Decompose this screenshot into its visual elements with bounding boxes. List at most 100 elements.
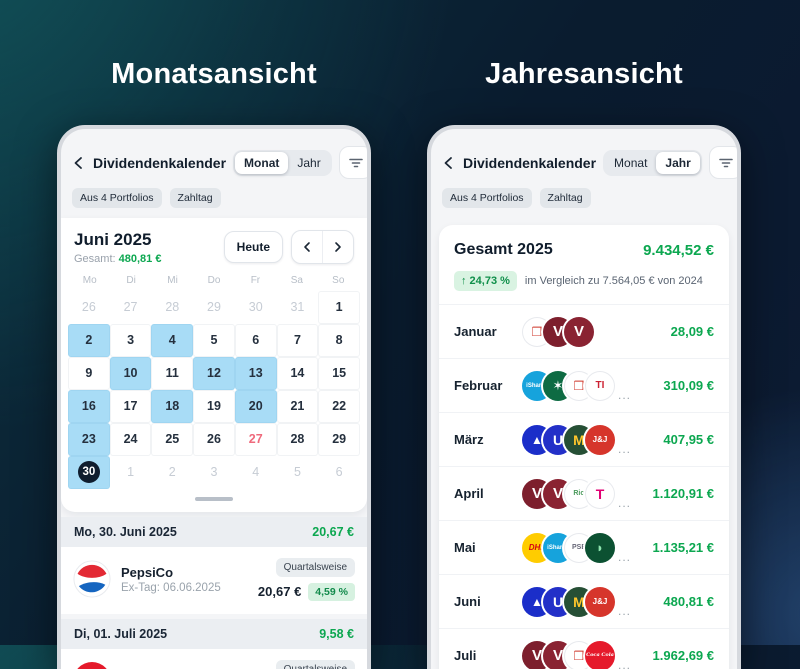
drag-handle[interactable] (195, 497, 233, 501)
calendar-day-27[interactable]: 27 (236, 424, 276, 455)
filter-button[interactable] (709, 146, 741, 179)
back-icon[interactable] (72, 156, 86, 170)
segment-monat[interactable]: Monat (605, 152, 656, 174)
calendar-day-1[interactable]: 1 (319, 292, 359, 323)
prev-month-button[interactable] (292, 231, 323, 263)
filter-button[interactable] (339, 146, 371, 179)
calendar-day-24[interactable]: 24 (111, 424, 151, 455)
dividend-row-pepsico[interactable]: PepsiCo Ex-Tag: 06.06.2025 Quartalsweise… (61, 547, 367, 614)
calendar-day-28[interactable]: 28 (152, 292, 192, 323)
calendar-day-23[interactable]: 23 (69, 424, 109, 455)
chip-payday[interactable]: Zahltag (170, 188, 221, 208)
calendar-day-22[interactable]: 22 (319, 391, 359, 422)
back-icon[interactable] (442, 156, 456, 170)
month-total-value: 1.120,91 € (653, 486, 714, 501)
view-segmented-control: Monat Jahr (603, 150, 702, 176)
month-label: März (454, 432, 516, 447)
weekday-label: So (318, 275, 359, 286)
calendar-day-29[interactable]: 29 (319, 424, 359, 455)
calendar-day-5[interactable]: 5 (194, 325, 234, 356)
calendar-day-8[interactable]: 8 (319, 325, 359, 356)
calendar-day-31[interactable]: 31 (278, 292, 318, 323)
page-title: Dividendenkalender (93, 155, 226, 171)
calendar-day-4[interactable]: 4 (236, 457, 276, 488)
calendar-day-17[interactable]: 17 (111, 391, 151, 422)
calendar-day-25[interactable]: 25 (152, 424, 192, 455)
comparison-text: im Vergleich zu 7.564,05 € von 2024 (525, 275, 703, 287)
calendar-day-26[interactable]: 26 (194, 424, 234, 455)
calendar-day-7[interactable]: 7 (278, 325, 318, 356)
calendar-day-11[interactable]: 11 (152, 358, 192, 389)
month-nav (291, 230, 354, 264)
calendar-day-26[interactable]: 26 (69, 292, 109, 323)
calendar-day-3[interactable]: 3 (194, 457, 234, 488)
segment-jahr[interactable]: Jahr (656, 152, 699, 174)
month-label: Mai (454, 540, 516, 555)
segment-jahr[interactable]: Jahr (288, 152, 329, 174)
calendar-day-18[interactable]: 18 (152, 391, 192, 422)
more-logos-indicator: ... (618, 442, 631, 456)
weekday-label: Do (193, 275, 234, 286)
section-total: 9,58 € (319, 627, 354, 641)
calendar-day-28[interactable]: 28 (278, 424, 318, 455)
calendar-day-6[interactable]: 6 (236, 325, 276, 356)
view-segmented-control: Monat Jahr (233, 150, 332, 176)
weekday-label: Di (110, 275, 151, 286)
more-logos-indicator: ... (618, 658, 631, 669)
calendar-day-13[interactable]: 13 (236, 358, 276, 389)
cocacola-logo-icon: Coca-Cola (73, 662, 111, 669)
calendar-day-30[interactable]: 30 (69, 457, 109, 488)
calendar-day-4[interactable]: 4 (152, 325, 192, 356)
weekday-label: Mi (152, 275, 193, 286)
calendar-day-12[interactable]: 12 (194, 358, 234, 389)
next-month-button[interactable] (323, 231, 353, 263)
calendar-day-10[interactable]: 10 (111, 358, 151, 389)
calendar-day-6[interactable]: 6 (319, 457, 359, 488)
frequency-chip: Quartalsweise (276, 558, 355, 577)
calendar-day-27[interactable]: 27 (111, 292, 151, 323)
phone-year-view: Dividendenkalender Monat Jahr Aus 4 Port… (427, 125, 741, 669)
calendar-day-14[interactable]: 14 (278, 358, 318, 389)
ti-logo-icon: TI (585, 371, 615, 401)
page-title: Dividendenkalender (463, 155, 596, 171)
filter-icon (349, 157, 363, 169)
calendar-day-19[interactable]: 19 (194, 391, 234, 422)
calendar-day-29[interactable]: 29 (194, 292, 234, 323)
calendar-day-2[interactable]: 2 (152, 457, 192, 488)
calendar-day-2[interactable]: 2 (69, 325, 109, 356)
pepsico-logo-icon (73, 560, 111, 598)
year-summary-card: Gesamt 2025 9.434,52 € ↑ 24,73 % im Verg… (439, 225, 729, 669)
calendar-day-5[interactable]: 5 (278, 457, 318, 488)
section-date: Di, 01. Juli 2025 (74, 627, 167, 641)
month-label: Juli (454, 648, 516, 663)
calendar-day-15[interactable]: 15 (319, 358, 359, 389)
chip-portfolios[interactable]: Aus 4 Portfolios (442, 188, 532, 208)
calendar-month-title: Juni 2025 (74, 230, 161, 250)
calendar-day-20[interactable]: 20 (236, 391, 276, 422)
frequency-chip: Quartalsweise (276, 660, 355, 669)
today-button[interactable]: Heute (224, 231, 283, 263)
dividend-amount: 20,67 € (258, 584, 301, 599)
calendar-day-3[interactable]: 3 (111, 325, 151, 356)
chip-payday[interactable]: Zahltag (540, 188, 591, 208)
dividend-row-cocacola[interactable]: Coca-Cola Coca-Cola Ex-Tag: 13.06.2025 Q… (61, 649, 367, 669)
calendar-day-21[interactable]: 21 (278, 391, 318, 422)
chip-portfolios[interactable]: Aus 4 Portfolios (72, 188, 162, 208)
calendar-day-9[interactable]: 9 (69, 358, 109, 389)
calendar-day-1[interactable]: 1 (111, 457, 151, 488)
month-view-title: Monatsansicht (57, 58, 371, 91)
calendar-day-30[interactable]: 30 (236, 292, 276, 323)
segment-monat[interactable]: Monat (235, 152, 288, 174)
calendar-day-16[interactable]: 16 (69, 391, 109, 422)
